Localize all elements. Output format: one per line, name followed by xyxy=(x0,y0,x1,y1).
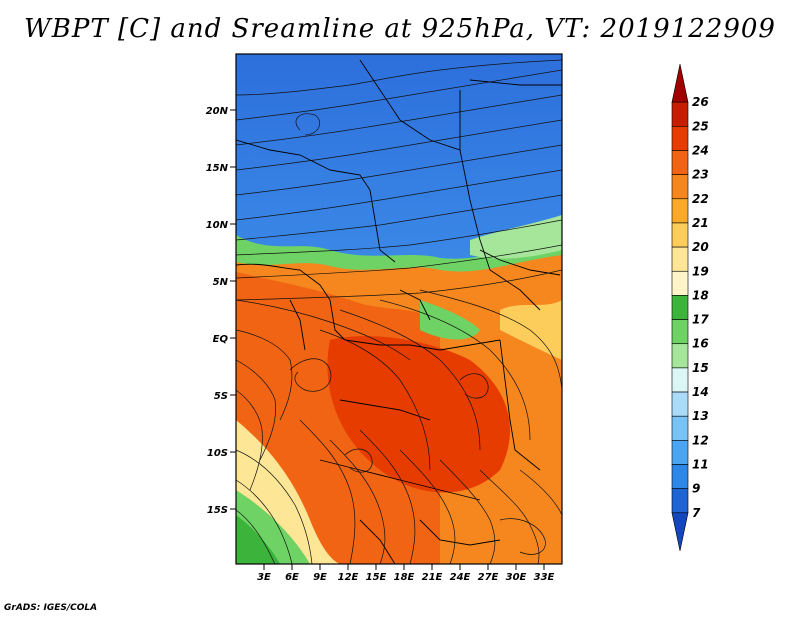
colorbar-label: 21 xyxy=(692,216,709,230)
colorbar-label: 20 xyxy=(692,240,709,254)
colorbar-label: 16 xyxy=(692,337,709,351)
colorbar-segment xyxy=(671,295,689,320)
lon-label: 30E xyxy=(506,572,527,583)
colorbar-segment xyxy=(671,270,689,296)
colorbar-segment xyxy=(671,246,689,272)
lon-label: 18E xyxy=(394,572,415,583)
lon-label: 27E xyxy=(478,572,499,583)
colorbar-label: 12 xyxy=(692,433,709,447)
colorbar-segment xyxy=(671,150,689,175)
colorbar-segment xyxy=(671,464,689,489)
colorbar-labels: 26 25 24 23 22 21 20 19 18 17 16 15 14 13 12 11 9 7 xyxy=(692,95,709,520)
colorbar-label: 25 xyxy=(692,119,709,133)
colorbar-segment xyxy=(671,512,689,552)
colorbar-label: 23 xyxy=(692,168,709,182)
lat-label: 15N xyxy=(206,163,229,174)
lat-label: 20N xyxy=(206,106,229,117)
map-title: WBPT [C] and Sreamline at 925hPa, VT: 20… xyxy=(24,14,776,44)
lon-label: 33E xyxy=(534,572,555,583)
colorbar-segment xyxy=(671,391,689,417)
colorbar-label: 7 xyxy=(692,506,701,520)
credit-text: GrADS: IGES/COLA xyxy=(4,603,98,613)
colorbar-label: 13 xyxy=(692,409,709,423)
colorbar-label: 18 xyxy=(692,288,709,302)
lat-label: EQ xyxy=(213,334,229,345)
colorbar-segment xyxy=(671,440,689,465)
lon-label: 3E xyxy=(257,572,271,583)
colorbar-label: 26 xyxy=(692,95,709,109)
colorbar-label: 9 xyxy=(692,482,700,496)
lon-axis: 3E 6E 9E 12E 15E 18E 21E 24E 27E 30E 33E xyxy=(257,564,555,583)
plot-area xyxy=(236,54,562,564)
lon-label: 15E xyxy=(366,572,387,583)
lat-label: 5S xyxy=(214,391,228,402)
colorbar-segment xyxy=(671,367,689,393)
colorbar-segment xyxy=(671,343,689,369)
plot-frame xyxy=(235,53,563,565)
lat-label: 10N xyxy=(206,220,229,231)
colorbar-label: 24 xyxy=(692,143,709,157)
colorbar-label: 11 xyxy=(692,458,709,472)
lon-label: 6E xyxy=(285,572,299,583)
lat-axis: 20N 15N 10N 5N EQ 5S 10S 15S xyxy=(206,106,236,516)
colorbar-segment xyxy=(671,101,689,127)
lat-label: 10S xyxy=(207,448,228,459)
colorbar-segment xyxy=(671,488,689,514)
colorbar-segment xyxy=(671,198,689,224)
colorbar-label: 22 xyxy=(692,192,709,206)
colorbar-segment xyxy=(671,126,689,151)
colorbar-segment xyxy=(671,319,689,345)
lat-label: 5N xyxy=(213,277,229,288)
lon-label: 12E xyxy=(338,572,359,583)
colorbar-label: 17 xyxy=(692,313,709,327)
lon-label: 9E xyxy=(313,572,327,583)
colorbar-label: 14 xyxy=(692,385,709,399)
lon-label: 24E xyxy=(450,572,471,583)
colorbar-label: 19 xyxy=(692,264,709,278)
colorbar-segment xyxy=(671,174,689,200)
colorbar-segment xyxy=(671,415,689,441)
lat-label: 15S xyxy=(207,505,228,516)
colorbar-label: 15 xyxy=(692,361,709,375)
colorbar xyxy=(671,63,689,552)
colorbar-segment xyxy=(671,222,689,248)
streamlines xyxy=(236,59,562,564)
country-borders xyxy=(236,59,562,564)
colorbar-segment xyxy=(671,63,689,103)
lon-label: 21E xyxy=(422,572,443,583)
